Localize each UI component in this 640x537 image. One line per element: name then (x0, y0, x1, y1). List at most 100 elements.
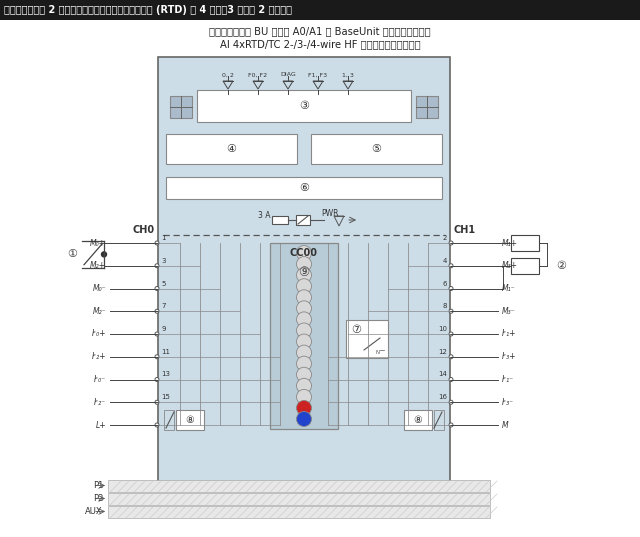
Text: 3: 3 (161, 258, 166, 264)
Circle shape (449, 423, 453, 427)
Bar (434, 410, 444, 430)
Circle shape (296, 257, 312, 272)
Text: AI 4xRTD/TC 2-/3-/4-wire HF 的方框图和端子分配。: AI 4xRTD/TC 2-/3-/4-wire HF 的方框图和端子分配。 (220, 39, 420, 49)
Circle shape (296, 401, 312, 416)
Text: 16: 16 (438, 394, 447, 400)
Text: M₃⁻: M₃⁻ (502, 307, 516, 316)
Text: Iᶜ₁⁻: Iᶜ₁⁻ (502, 375, 514, 384)
Circle shape (449, 400, 453, 404)
Text: 接线：热电偶的 2 线制连接和电阻型传感器或热敏电阻 (RTD) 的 4 线制、3 线制和 2 线制连接: 接线：热电偶的 2 线制连接和电阻型传感器或热敏电阻 (RTD) 的 4 线制、… (4, 5, 292, 15)
Bar (311, 134, 442, 164)
Circle shape (155, 264, 159, 268)
Circle shape (449, 332, 453, 336)
Circle shape (296, 279, 312, 294)
Bar (166, 134, 297, 164)
Circle shape (296, 267, 312, 282)
Text: M₂⁻: M₂⁻ (92, 307, 106, 316)
Text: PWR: PWR (321, 209, 339, 219)
Text: 5: 5 (161, 280, 165, 287)
Text: 2: 2 (443, 235, 447, 241)
Circle shape (296, 411, 312, 426)
Bar (511, 258, 539, 274)
Text: 1, 3: 1, 3 (342, 72, 354, 77)
Text: F0, F2: F0, F2 (248, 72, 268, 77)
Text: CH1: CH1 (453, 225, 475, 235)
Circle shape (155, 287, 159, 291)
Text: 7: 7 (161, 303, 166, 309)
Bar (404, 410, 432, 430)
Text: M₃+: M₃+ (502, 261, 518, 270)
Text: N: N (376, 351, 380, 355)
Bar (197, 90, 411, 122)
Circle shape (155, 378, 159, 381)
Text: Iᶜ₂+: Iᶜ₂+ (92, 352, 106, 361)
Circle shape (296, 245, 312, 260)
Text: Iᶜ₁+: Iᶜ₁+ (502, 330, 516, 338)
Text: P1: P1 (93, 481, 103, 490)
Text: Iᶜ₀⁻: Iᶜ₀⁻ (94, 375, 106, 384)
Bar (346, 320, 388, 358)
Circle shape (296, 290, 312, 305)
Bar (0, 0, 640, 20)
Text: M₁+: M₁+ (502, 238, 518, 248)
Circle shape (449, 378, 453, 381)
Circle shape (296, 356, 312, 371)
Circle shape (155, 241, 159, 245)
Text: ⑥: ⑥ (299, 183, 309, 193)
Text: Iᶜ₂⁻: Iᶜ₂⁻ (94, 398, 106, 407)
Text: 14: 14 (438, 372, 447, 378)
Text: 15: 15 (161, 394, 170, 400)
Text: M₀+: M₀+ (90, 238, 106, 248)
Circle shape (449, 309, 453, 313)
Circle shape (155, 309, 159, 313)
Bar (164, 410, 174, 430)
Text: CC00: CC00 (290, 248, 318, 258)
Circle shape (296, 312, 312, 327)
Bar (108, 480, 490, 492)
Text: 8: 8 (442, 303, 447, 309)
Text: M: M (502, 420, 509, 430)
Text: ④: ④ (227, 144, 237, 154)
Text: 9: 9 (161, 326, 166, 332)
Text: 4: 4 (443, 258, 447, 264)
Text: ⑦: ⑦ (351, 325, 361, 335)
Text: M₀⁻: M₀⁻ (92, 284, 106, 293)
Bar (170, 96, 192, 118)
Circle shape (155, 423, 159, 427)
Bar (511, 235, 539, 251)
Circle shape (296, 367, 312, 382)
Text: ①: ① (67, 249, 77, 259)
Circle shape (449, 287, 453, 291)
Text: ⑧: ⑧ (413, 415, 422, 425)
Text: L+: L+ (95, 420, 106, 430)
Circle shape (449, 241, 453, 245)
Text: 13: 13 (161, 372, 170, 378)
Text: 10: 10 (438, 326, 447, 332)
Text: ⑨: ⑨ (298, 266, 310, 279)
Text: ⑤: ⑤ (371, 144, 381, 154)
Circle shape (296, 334, 312, 349)
Bar (270, 243, 338, 429)
Text: ②: ② (556, 261, 566, 271)
Text: CH0: CH0 (133, 225, 155, 235)
Text: Iᶜ₃⁻: Iᶜ₃⁻ (502, 398, 514, 407)
Bar (158, 57, 450, 487)
Text: P2: P2 (93, 494, 103, 503)
Bar (296, 215, 310, 225)
Text: M₂+: M₂+ (90, 261, 106, 270)
Circle shape (296, 323, 312, 338)
Text: 下图举例说明了 BU 类型为 A0/A1 的 BaseUnit 上模拟量输入模块: 下图举例说明了 BU 类型为 A0/A1 的 BaseUnit 上模拟量输入模块 (209, 26, 431, 36)
Circle shape (296, 378, 312, 393)
Text: F1, F3: F1, F3 (308, 72, 328, 77)
Bar (108, 506, 490, 518)
Circle shape (296, 345, 312, 360)
Text: DIAG: DIAG (280, 72, 296, 77)
Text: 6: 6 (442, 280, 447, 287)
Circle shape (449, 264, 453, 268)
Text: Iᶜ₀+: Iᶜ₀+ (92, 330, 106, 338)
Text: AUX: AUX (85, 507, 103, 516)
Circle shape (155, 400, 159, 404)
Text: 1: 1 (161, 235, 166, 241)
Circle shape (155, 355, 159, 359)
Text: M₁⁻: M₁⁻ (502, 284, 516, 293)
